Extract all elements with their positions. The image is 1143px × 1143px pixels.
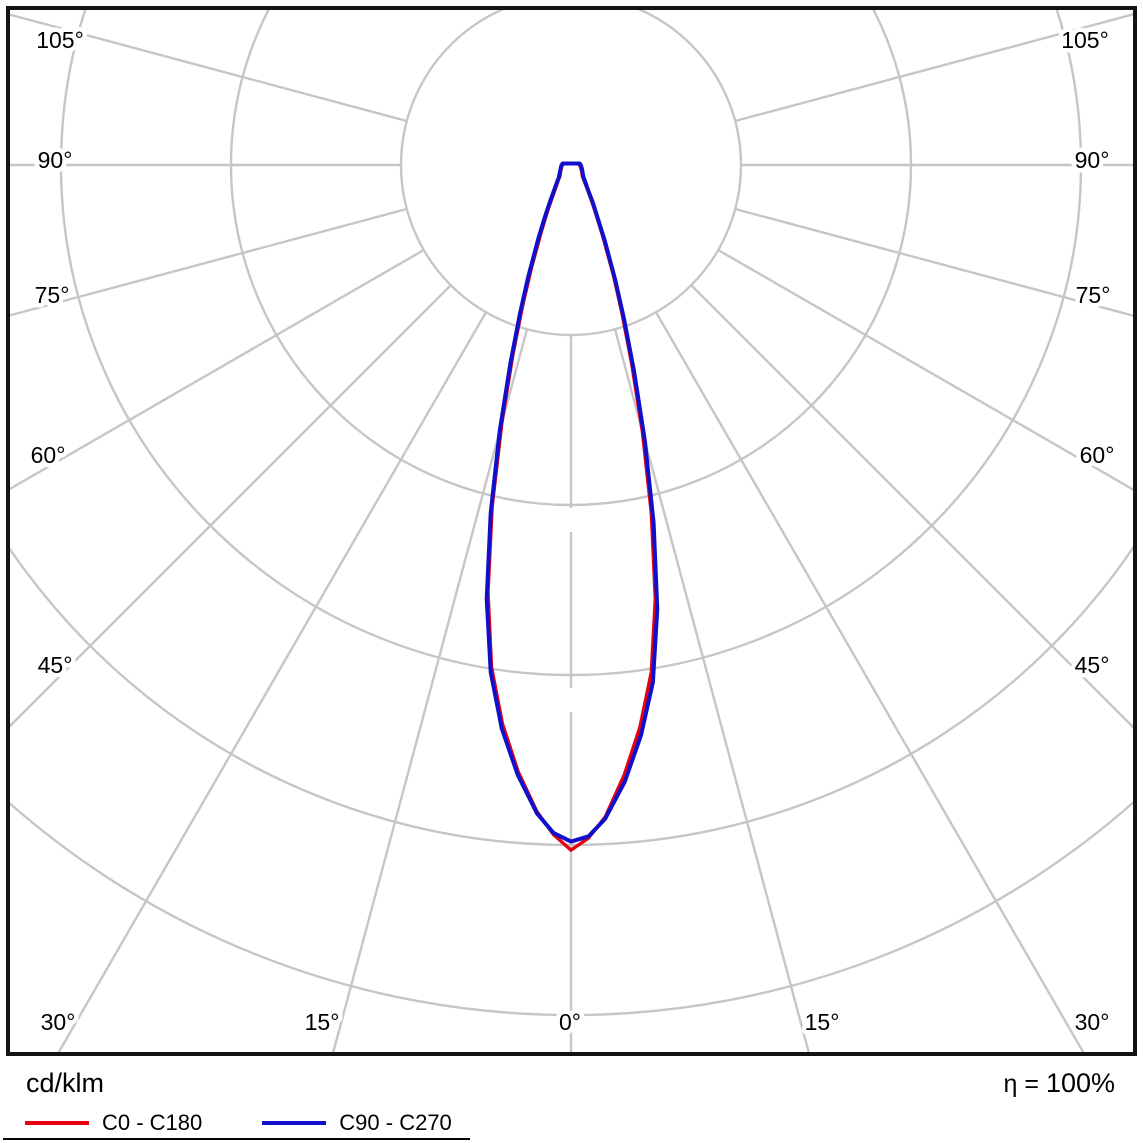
radial-gridline [57, 311, 488, 1052]
radial-gridline [654, 311, 1085, 1052]
angle-tick-label: 15° [305, 1009, 340, 1035]
legend-label-c90-c270: C90 - C270 [339, 1110, 452, 1135]
angle-tick-label: 105° [36, 27, 84, 53]
radial-gridline [613, 328, 810, 1052]
legend: C0 - C180 C90 - C270 [25, 1110, 512, 1136]
efficiency-value: 100% [1045, 1068, 1115, 1098]
ring-gridline [399, 10, 743, 337]
angle-tick-label: 90° [38, 147, 73, 173]
radial-gridline [690, 284, 1133, 729]
radial-gridline [717, 248, 1133, 491]
radial-gridline [10, 248, 425, 491]
polar-grid [10, 10, 1133, 1052]
angle-tick-label: 75° [35, 282, 70, 308]
radial-gridline [10, 13, 408, 123]
angle-tick-label: 15° [805, 1009, 840, 1035]
efficiency-readout: η = 100% [1004, 1068, 1115, 1099]
unit-label: cd/klm [26, 1068, 105, 1098]
angle-tick-label: 90° [1075, 147, 1110, 173]
radial-gridline [10, 207, 408, 317]
angle-tick-label: 60° [31, 442, 66, 468]
efficiency-symbol: η = [1003, 1070, 1039, 1098]
radial-gridline [734, 207, 1133, 317]
angle-tick-label: 30° [41, 1009, 76, 1035]
radial-gridline [10, 284, 452, 728]
legend-swatch-c90-c270-icon [262, 1121, 327, 1125]
footer-underline [3, 1138, 470, 1140]
chart-footer: cd/klm η = 100% C0 - C180 C90 - C270 [0, 1058, 1143, 1143]
legend-label-c0-c180: C0 - C180 [102, 1110, 203, 1135]
intensity-curve-c90-c270 [484, 161, 660, 844]
axis-value-mask [552, 688, 590, 712]
axis-value-mask [552, 508, 590, 532]
angle-tick-label: 30° [1075, 1009, 1110, 1035]
angle-tick-label: 0° [559, 1009, 581, 1035]
angle-tick-label: 75° [1076, 282, 1111, 308]
angle-tick-label: 45° [38, 652, 73, 678]
legend-item-c90-c270: C90 - C270 [262, 1110, 452, 1136]
legend-swatch-c0-c180-icon [25, 1121, 89, 1125]
plot-frame-border [6, 6, 1137, 1056]
angle-tick-label: 45° [1075, 652, 1110, 678]
radial-gridline [734, 13, 1133, 123]
radial-gridline [332, 328, 529, 1052]
angle-tick-label: 60° [1080, 442, 1115, 468]
polar-chart: 105° 90° 75° 60° 45° 30° 15° 0° 15° 30° 45° 60° 75° 9… [6, 6, 1137, 1056]
legend-item-c0-c180: C0 - C180 [25, 1110, 202, 1136]
angle-tick-label: 105° [1061, 27, 1109, 53]
